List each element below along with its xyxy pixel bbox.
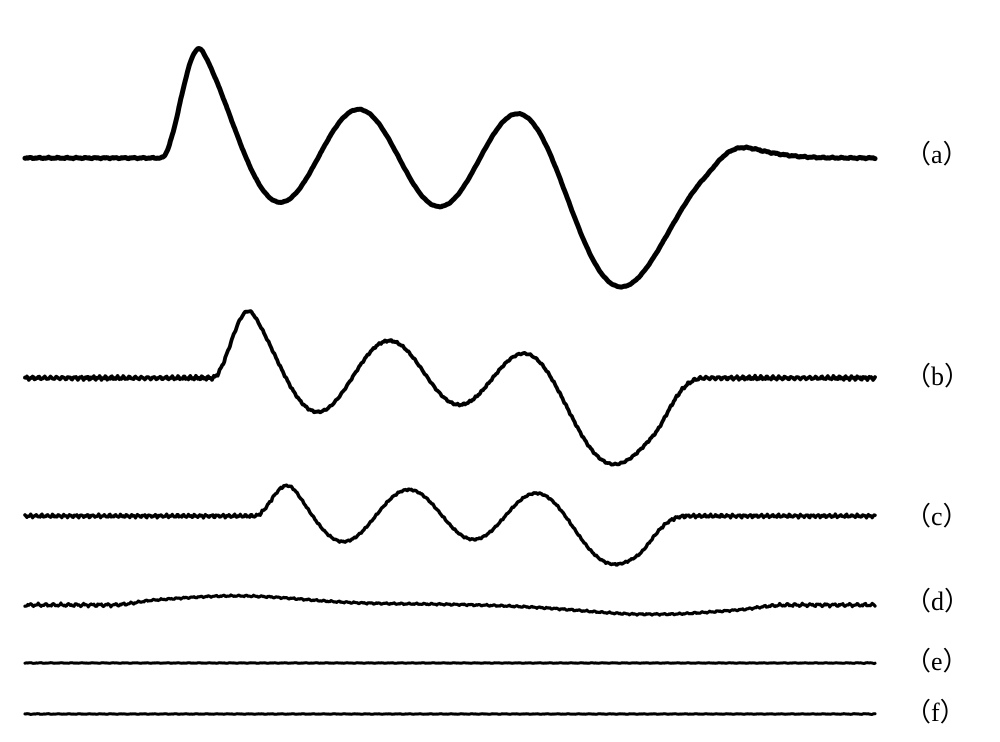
trace-f: [25, 714, 875, 715]
trace-c: [25, 485, 875, 565]
trace-a: [25, 49, 875, 288]
figure-container: （a） （b） （c） （d） （e） （f）: [0, 0, 1000, 742]
trace-label-b: （b）: [905, 356, 970, 393]
trace-label-c: （c）: [905, 496, 969, 533]
signal-plot-svg: [0, 0, 1000, 742]
trace-d: [25, 595, 875, 615]
trace-label-f: （f）: [905, 692, 966, 729]
trace-label-a: （a）: [905, 134, 969, 171]
trace-label-e: （e）: [905, 641, 969, 678]
trace-label-d: （d）: [905, 581, 970, 618]
trace-b: [25, 311, 875, 465]
trace-e: [25, 663, 875, 664]
